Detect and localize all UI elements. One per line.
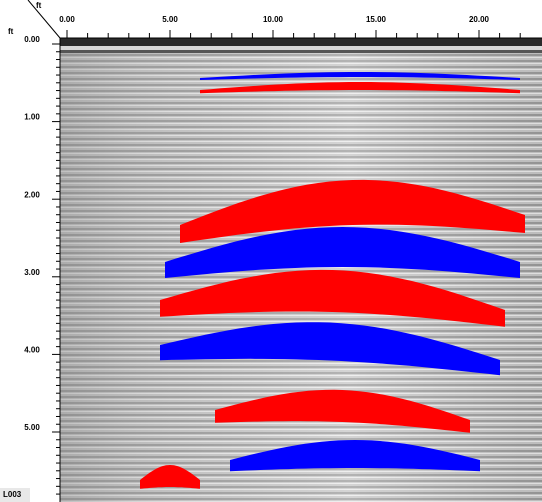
x-tick-label: 10.00 [263,15,284,24]
reflection-band [160,269,505,327]
corner-divider [27,0,61,39]
reflection-band [200,72,520,80]
reflections [140,72,525,489]
reflection-band [140,465,200,489]
reflection-band [160,322,500,376]
reflection-band [200,82,520,94]
x-tick-label: 0.00 [59,15,75,24]
file-label-box [0,488,30,502]
y-tick-label: 0.00 [24,35,40,44]
file-label: L003 [3,490,22,499]
x-tick-label: 20.00 [469,15,490,24]
surface-band [60,46,542,50]
reflection-band [165,227,520,278]
y-tick-label: 3.00 [24,268,40,277]
surface-band [60,38,542,46]
x-tick-label: 15.00 [366,15,387,24]
y-tick-label: 2.00 [24,190,40,199]
surface-band [60,50,542,53]
y-tick-label: 5.00 [24,423,40,432]
y-unit: ft [8,27,14,36]
reflection-band [180,179,525,243]
y-tick-label: 4.00 [24,346,40,355]
y-tick-label: 1.00 [24,113,40,122]
reflection-band [215,389,470,433]
x-tick-label: 5.00 [162,15,178,24]
x-unit: ft [36,1,42,10]
y-ruler [0,0,60,502]
reflection-band [230,440,480,472]
x-ruler [0,0,542,38]
